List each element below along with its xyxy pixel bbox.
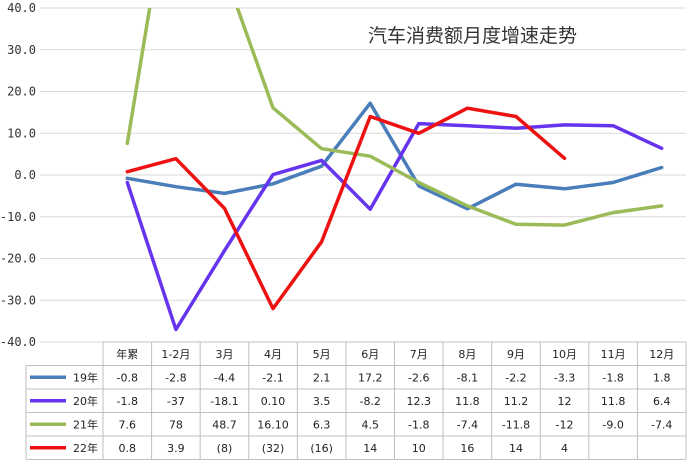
y-tick-label: 30.0 xyxy=(7,43,36,57)
y-axis: 40.0 30.0 20.0 10.0 0.0 -10.0 -20.0 -30.0 -40.0 xyxy=(0,1,36,349)
series-line-19年 xyxy=(125,101,664,211)
x-category-label: 4月 xyxy=(264,348,282,361)
x-category-label: 11月 xyxy=(601,348,626,361)
table-cell: 12 xyxy=(558,395,572,408)
table-cell: 11.2 xyxy=(504,395,529,408)
y-tick-label: 10.0 xyxy=(7,126,36,140)
x-category-label: 7月 xyxy=(410,348,428,361)
legend-label: 19年 xyxy=(73,370,98,384)
table-cell: -7.4 xyxy=(457,418,478,431)
legend-label: 21年 xyxy=(73,417,98,431)
table-cell: -8.2 xyxy=(359,395,380,408)
x-category-label: 5月 xyxy=(313,348,331,361)
table-cell: (8) xyxy=(217,442,233,455)
table-cell: 48.7 xyxy=(212,418,237,431)
legend-label: 20年 xyxy=(73,394,98,408)
x-category-label: 9月 xyxy=(507,348,525,361)
y-tick-label: 20.0 xyxy=(7,85,36,99)
table-cell: -4.4 xyxy=(214,371,235,384)
table-cell: 78 xyxy=(169,418,183,431)
y-tick-label: -20.0 xyxy=(0,252,36,266)
table-cell: -0.8 xyxy=(117,371,138,384)
table-cell: -2.6 xyxy=(408,371,429,384)
table-cell: -1.8 xyxy=(602,371,623,384)
x-category-label: 1-2月 xyxy=(161,348,190,361)
table-cell: 7.6 xyxy=(119,418,137,431)
table-cell: -1.8 xyxy=(408,418,429,431)
table-cell: 3.5 xyxy=(313,395,331,408)
table-cell: (16) xyxy=(310,442,333,455)
table-cell: -2.1 xyxy=(262,371,283,384)
plot-area xyxy=(125,8,664,332)
x-category-label: 年累 xyxy=(116,347,138,361)
table-cell: 11.8 xyxy=(601,395,626,408)
x-category-label: 12月 xyxy=(649,348,674,361)
table-cell: -2.8 xyxy=(165,371,186,384)
table-cell: -11.8 xyxy=(502,418,530,431)
table-cell: -8.1 xyxy=(457,371,478,384)
y-tick-label: -30.0 xyxy=(0,293,36,307)
table-cell: -2.2 xyxy=(505,371,526,384)
table-cell: 16.10 xyxy=(257,418,289,431)
series-line-20年 xyxy=(125,121,664,332)
y-tick-label: 40.0 xyxy=(7,1,36,15)
table-cell: (32) xyxy=(262,442,285,455)
table-cell: 10 xyxy=(412,442,426,455)
table-cell: 1.8 xyxy=(653,371,671,384)
table-cell: -1.8 xyxy=(117,395,138,408)
table-cell: 0.10 xyxy=(261,395,286,408)
table-cell: -18.1 xyxy=(210,395,238,408)
table-cell: 16 xyxy=(460,442,474,455)
x-category-label: 10月 xyxy=(552,348,577,361)
x-category-label: 6月 xyxy=(361,348,379,361)
series-line-22年 xyxy=(125,106,567,311)
y-tick-label: 0.0 xyxy=(14,168,36,182)
table-cell: 6.3 xyxy=(313,418,331,431)
table-cell: 11.8 xyxy=(455,395,480,408)
y-tick-label: -40.0 xyxy=(0,335,36,349)
table-cell: 3.9 xyxy=(167,442,185,455)
table-cell: 14 xyxy=(363,442,377,455)
table-cell: -9.0 xyxy=(602,418,623,431)
x-category-label: 3月 xyxy=(215,348,233,361)
series-line-21年 xyxy=(125,8,664,227)
table-cell: 4 xyxy=(561,442,568,455)
table-cell: 2.1 xyxy=(313,371,331,384)
table-cell: -37 xyxy=(167,395,185,408)
table-cell: 0.8 xyxy=(119,442,137,455)
table-cell: -3.3 xyxy=(554,371,575,384)
table-cell: -7.4 xyxy=(651,418,672,431)
table-cell: 4.5 xyxy=(361,418,379,431)
table-cell: 6.4 xyxy=(653,395,671,408)
table-cell: -12 xyxy=(556,418,574,431)
table-cell: 17.2 xyxy=(358,371,383,384)
x-category-label: 8月 xyxy=(458,348,476,361)
table-cell: 12.3 xyxy=(407,395,432,408)
chart-title: 汽车消费额月度增速走势 xyxy=(368,25,577,47)
data-table: 年累 1-2月 3月 4月 5月 6月 7月 8月 9月 10月 11月 12月 19年 -0.8 -2.8… xyxy=(25,341,687,460)
table-cell: 14 xyxy=(509,442,523,455)
legend-label: 22年 xyxy=(73,441,98,455)
y-tick-label: -10.0 xyxy=(0,210,36,224)
